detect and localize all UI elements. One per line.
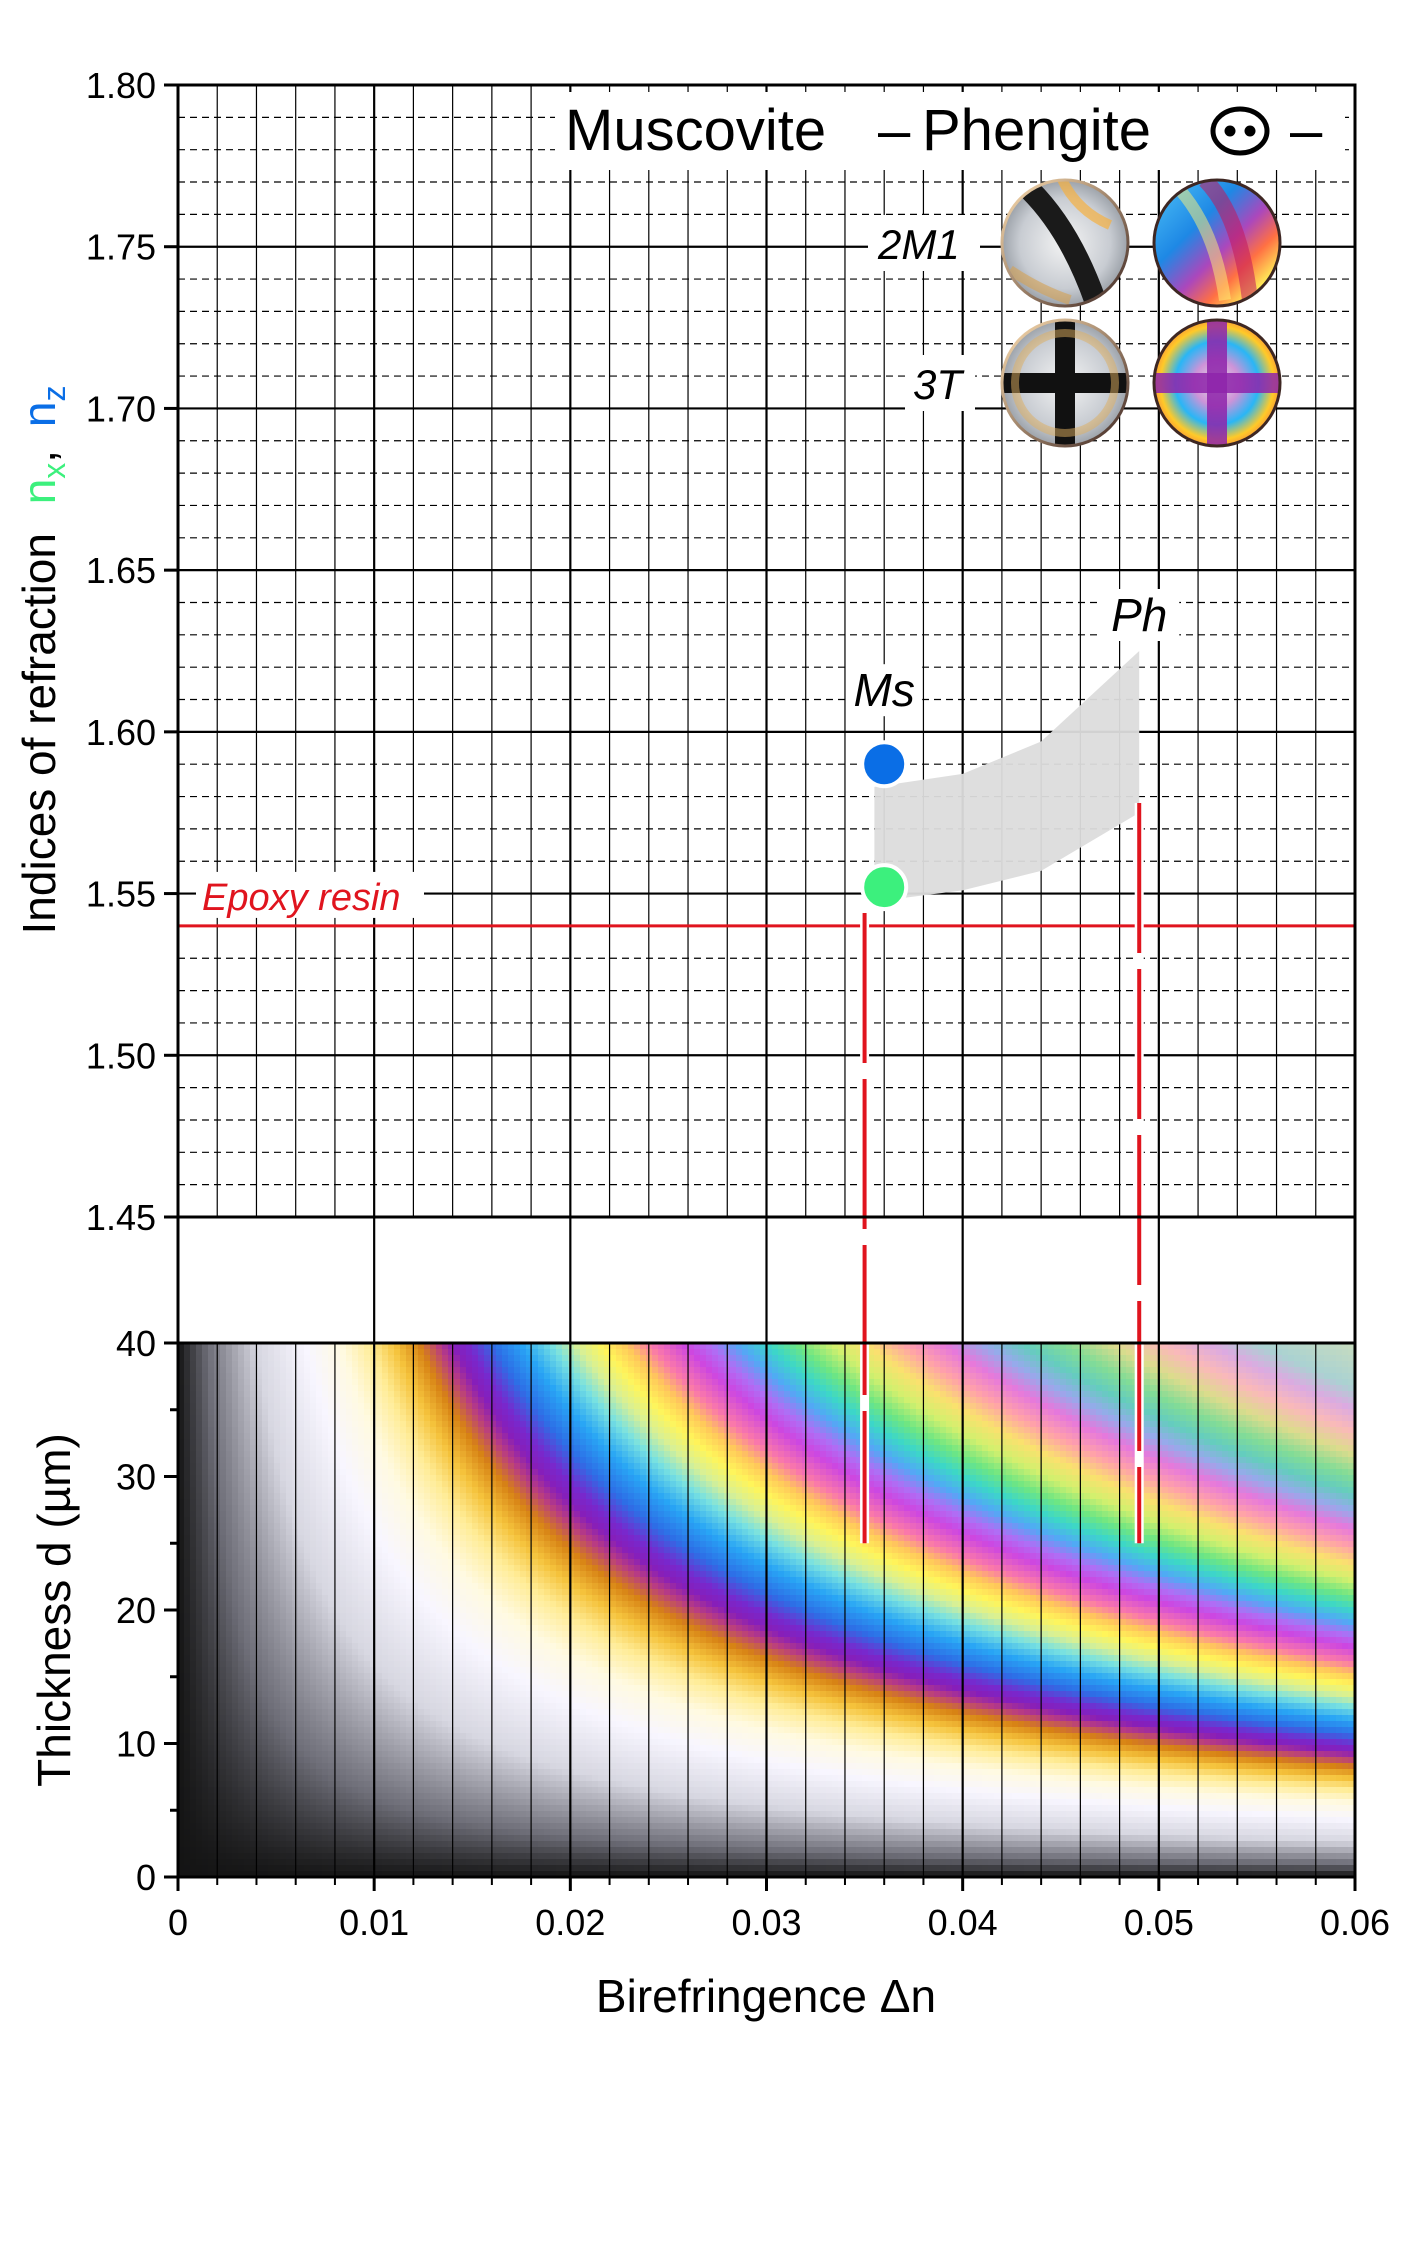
upper-y-tick-label: 1.45 — [86, 1197, 156, 1238]
x-tick-label: 0.05 — [1124, 1902, 1194, 1943]
ms-label-bg — [846, 664, 923, 717]
lower-grid — [176, 1343, 1357, 1877]
upper-y-tick-label: 1.75 — [86, 227, 156, 268]
conoscope-2m1-grey-icon — [1000, 178, 1130, 308]
ms-nz-point — [860, 740, 909, 789]
epoxy-label-bg — [196, 871, 424, 918]
optic-sign: – — [1290, 98, 1323, 163]
upper-y-axis-label: Indices of refraction nx, nz — [13, 386, 72, 935]
upper-y-tick-label: 1.80 — [86, 65, 156, 106]
biaxial-symbol-icon — [1210, 106, 1270, 156]
ylabel-sep: , — [13, 450, 65, 463]
gap-grid — [176, 1217, 1357, 1343]
x-tick-label: 0.01 — [339, 1902, 409, 1943]
x-tick-label: 0.03 — [731, 1902, 801, 1943]
lower-y-tick-label: 10 — [116, 1724, 156, 1765]
upper-y-tick-label: 1.55 — [86, 874, 156, 915]
x-tick-label: 0.02 — [535, 1902, 605, 1943]
conoscopic-figures: 2M1 3T — [868, 178, 1282, 448]
x-tick-label: 0.06 — [1320, 1902, 1390, 1943]
tick-labels: 1.45 1.50 1.55 1.60 1.65 1.70 1.75 1.80 0 10 20 30 4… — [86, 65, 1390, 1943]
birefringence-markers — [860, 803, 1144, 1544]
ylabel-nx: n — [13, 479, 65, 505]
lower-y-axis-label: Thickness d (µm) — [28, 1433, 80, 1787]
chart-title: Muscovite — [565, 98, 826, 163]
ph-label: Ph — [1111, 589, 1167, 641]
conoscope-3t-color-icon — [1152, 318, 1282, 448]
x-axis-label: Birefringence Δn — [596, 1970, 936, 2022]
upper-y-tick-label: 1.65 — [86, 550, 156, 591]
lower-y-tick-label: 0 — [136, 1857, 156, 1898]
phengite-range-band — [874, 651, 1140, 902]
epoxy-label: Epoxy resin — [202, 877, 401, 919]
upper-y-tick-label: 1.50 — [86, 1035, 156, 1076]
label-2m1: 2M1 — [877, 221, 960, 268]
title-part2: Phengite — [922, 98, 1151, 163]
upper-y-tick-label: 1.70 — [86, 388, 156, 429]
upper-y-tick-label: 1.60 — [86, 712, 156, 753]
conoscope-2m1-color-icon — [1152, 178, 1282, 308]
lower-y-tick-label: 40 — [116, 1323, 156, 1364]
label-2m1-bg — [868, 215, 980, 271]
ylabel-nz-sub: z — [36, 386, 72, 402]
ylabel-nx-sub: x — [36, 463, 72, 479]
x-tick-label: 0 — [168, 1902, 188, 1943]
ylabel-nz: n — [13, 402, 65, 428]
label-3t-bg — [905, 355, 975, 411]
ms-label: Ms — [854, 664, 915, 716]
ms-nx-point — [860, 863, 909, 912]
interference-color-heatmap — [178, 1343, 1355, 1877]
upper-grid — [176, 83, 1357, 1219]
lower-y-tick-label: 20 — [116, 1590, 156, 1631]
lower-y-tick-label: 30 — [116, 1457, 156, 1498]
x-tick-label: 0.04 — [928, 1902, 998, 1943]
conoscope-3t-grey-icon — [1000, 318, 1130, 448]
chart-title-group: Muscovite – Phengite – — [555, 92, 1345, 170]
label-3t: 3T — [913, 361, 965, 408]
title-dash: – — [878, 98, 911, 163]
upper-marks: Epoxy resin Ms Ph — [178, 589, 1355, 928]
ph-label-bg — [1099, 589, 1180, 641]
ylabel-main: Indices of refraction — [13, 533, 65, 934]
